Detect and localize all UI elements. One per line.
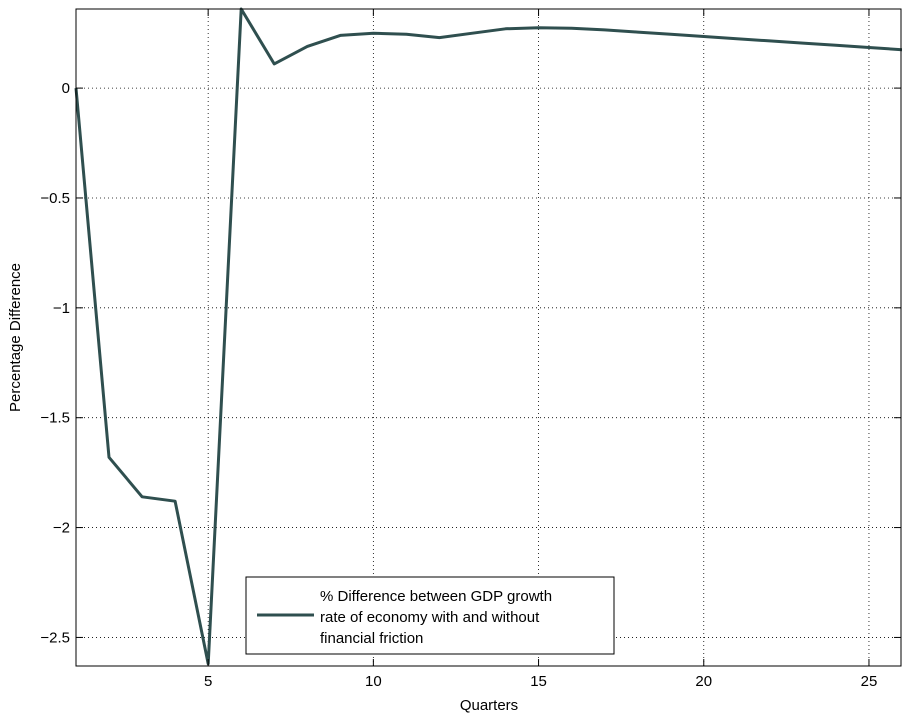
legend-entry-line-2: rate of economy with and without (320, 609, 540, 626)
legend: % Difference between GDP growth rate of … (245, 576, 615, 655)
y-axis-label: Percentage Difference (7, 263, 24, 412)
x-tick-label: 20 (695, 673, 712, 690)
legend-entry-line-3: financial friction (320, 630, 423, 647)
plot-frame (75, 8, 902, 667)
y-tick-label: −1.5 (40, 410, 70, 427)
x-axis-label: Quarters (460, 697, 518, 713)
ticks: 5 10 15 20 25 0 −0.5 −1 −1.5 −2 −2.5 (40, 9, 901, 690)
x-tick-label: 5 (204, 673, 212, 690)
x-tick-label: 10 (365, 673, 382, 690)
y-tick-label: −0.5 (40, 190, 70, 207)
y-tick-label: −1 (53, 300, 70, 317)
grid (76, 9, 902, 666)
legend-entry-line-1: % Difference between GDP growth (320, 588, 552, 605)
series-line (74, 7, 902, 666)
series-layer (74, 7, 902, 666)
y-tick-label: −2 (53, 520, 70, 537)
x-tick-label: 15 (530, 673, 547, 690)
y-tick-label: 0 (62, 80, 70, 97)
y-tick-label: −2.5 (40, 629, 70, 646)
x-tick-label: 25 (861, 673, 878, 690)
